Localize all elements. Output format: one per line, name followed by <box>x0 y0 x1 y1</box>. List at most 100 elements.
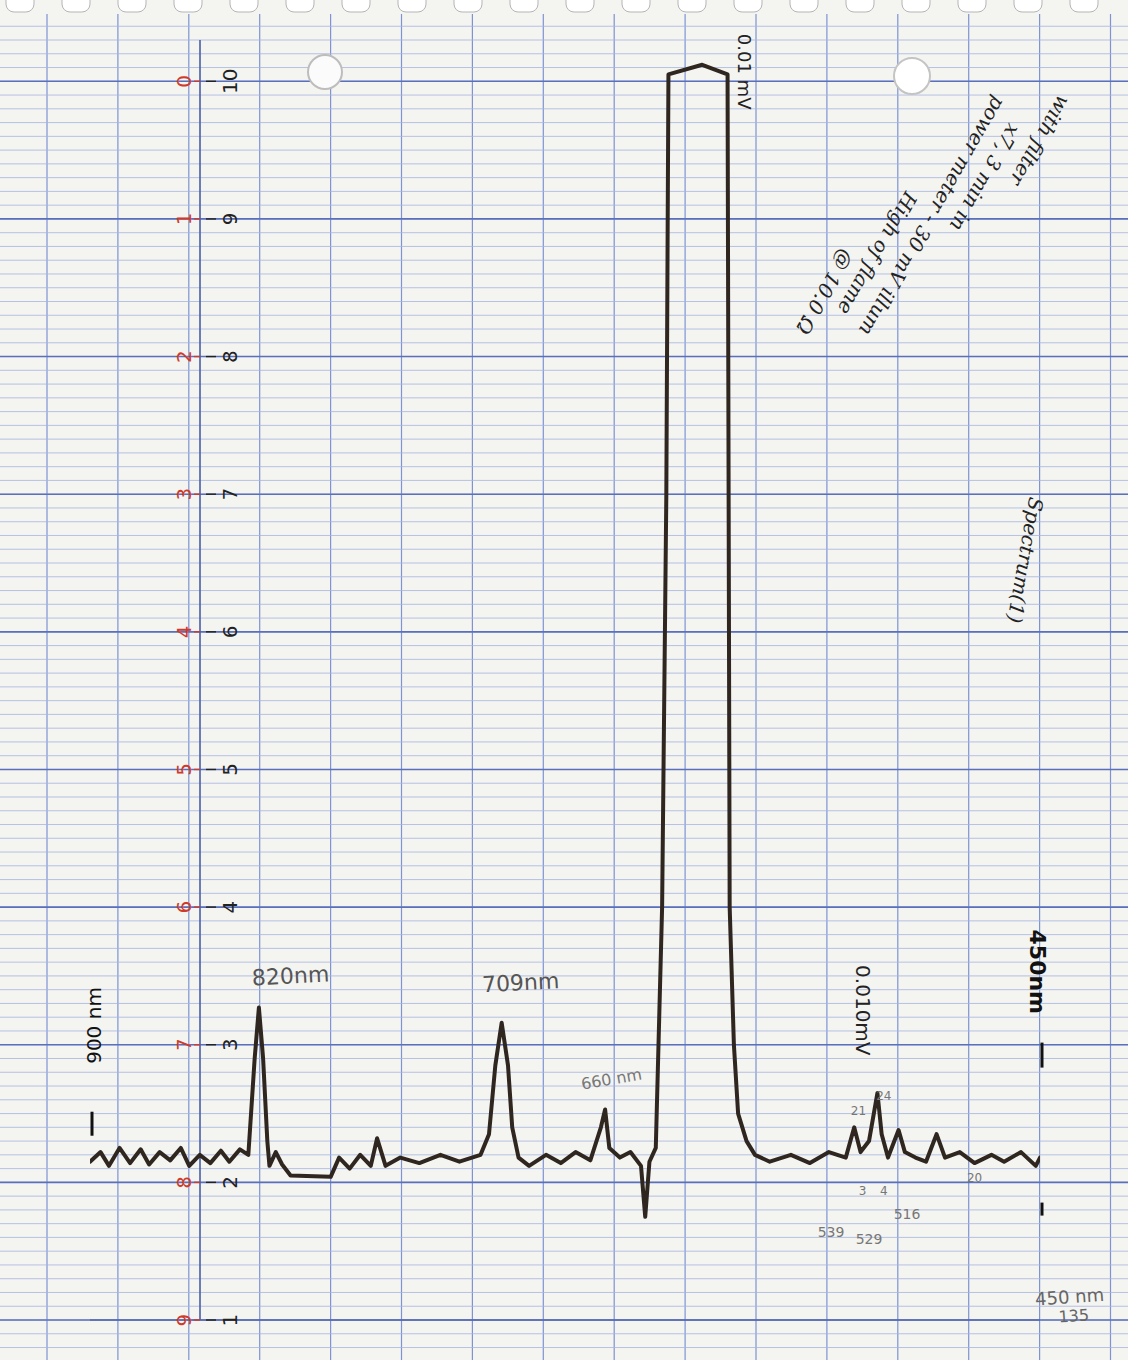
annotation: 20 <box>967 1171 982 1185</box>
grid-line <box>0 906 1128 908</box>
paper-grid-minor <box>0 975 1128 976</box>
paper-grid-minor <box>0 1196 1128 1197</box>
paper-grid-minor <box>0 342 1128 343</box>
paper-grid-minor <box>0 1292 1128 1293</box>
paper-grid-minor <box>0 549 1128 550</box>
paper-grid-minor <box>0 1333 1128 1334</box>
paper-grid-minor <box>0 1044 1128 1045</box>
paper-grid-minor <box>0 563 1128 564</box>
range-end-marker <box>1041 1203 1044 1216</box>
annotation: Spectrum(1) <box>1002 495 1048 625</box>
paper-grid-minor <box>0 728 1128 729</box>
paper-grid-minor <box>0 755 1128 756</box>
y-axis-line <box>199 40 201 1320</box>
paper-grid-minor <box>0 686 1128 687</box>
paper-grid-minor <box>0 329 1128 330</box>
paper-grid-minor <box>0 618 1128 619</box>
paper-grid-minor <box>0 356 1128 357</box>
plot-area <box>90 65 1040 1217</box>
y-tick-label: 6 <box>218 625 242 638</box>
paper-grid-minor <box>0 1017 1128 1018</box>
paper-grid-minor <box>0 439 1128 440</box>
annotation: 516 <box>894 1206 921 1222</box>
paper-grid-minor <box>0 576 1128 577</box>
paper-grid-minor <box>0 507 1128 508</box>
paper-grid-minor <box>0 287 1128 288</box>
paper-grid-minor <box>0 136 1128 137</box>
paper-grid-minor <box>0 1058 1128 1059</box>
paper-grid-minor <box>0 893 1128 894</box>
sprocket-hole <box>902 0 930 12</box>
grid-line <box>0 769 1128 771</box>
paper-grid-minor <box>0 1320 1128 1321</box>
paper-grid-minor <box>0 480 1128 481</box>
grid <box>0 14 1128 1360</box>
sprocket-hole <box>790 0 818 12</box>
paper-grid-minor <box>0 948 1128 949</box>
paper-grid-minor <box>0 81 1128 82</box>
paper-grid-minor <box>0 26 1128 27</box>
paper-grid-minor <box>0 673 1128 674</box>
y2-tick-label: 9 <box>172 1314 196 1327</box>
annotation: 135 <box>1058 1305 1090 1326</box>
paper-grid-minor <box>0 1182 1128 1183</box>
y-tick-label: 10 <box>218 69 242 94</box>
paper-grid-minor <box>0 1030 1128 1031</box>
y2-tick-label: 4 <box>172 625 196 638</box>
paper-grid-minor <box>0 1127 1128 1128</box>
y2-tick-label: 1 <box>172 213 196 226</box>
y-tick-label: 9 <box>218 213 242 226</box>
paper-grid-minor <box>0 1099 1128 1100</box>
paper-grid-minor <box>0 824 1128 825</box>
y-tick <box>206 218 216 219</box>
paper-grid-minor <box>0 631 1128 632</box>
paper-grid-minor <box>0 865 1128 866</box>
paper-grid-minor <box>0 1278 1128 1279</box>
paper-grid-minor <box>0 714 1128 715</box>
paper-grid-minor <box>0 466 1128 467</box>
paper-grid-minor <box>0 95 1128 96</box>
paper-grid-minor <box>0 1072 1128 1073</box>
paper-grid-minor <box>0 67 1128 68</box>
grid-line <box>0 80 1128 82</box>
punch-hole <box>894 58 930 94</box>
sprocket-hole <box>230 0 258 12</box>
y-tick-label: 2 <box>218 1176 242 1189</box>
y-tick <box>206 81 216 82</box>
paper-grid-minor <box>0 590 1128 591</box>
paper-grid-minor <box>0 783 1128 784</box>
sprocket-hole <box>62 0 90 12</box>
paper-grid-minor <box>0 122 1128 123</box>
paper-grid-minor <box>0 741 1128 742</box>
chart-paper: 123456789100123456789900 nm820nm709nm660… <box>0 0 1128 1360</box>
paper-grid-minor <box>0 1003 1128 1004</box>
paper-grid-minor <box>0 246 1128 247</box>
y-tick-label: 5 <box>218 763 242 776</box>
paper-grid-minor <box>0 1347 1128 1348</box>
range-start-marker <box>91 1112 94 1136</box>
annotation: 450nm <box>1025 930 1050 1015</box>
sprocket-hole <box>1014 0 1042 12</box>
y2-tick-label: 3 <box>172 488 196 501</box>
grid-line <box>0 1319 1128 1321</box>
paper-grid-minor <box>0 397 1128 398</box>
sprocket-hole <box>286 0 314 12</box>
paper-grid-minor <box>0 1141 1128 1142</box>
annotation: @ 10.0 Ω <box>791 245 859 338</box>
paper-grid-minor <box>0 920 1128 921</box>
grid-line <box>0 1044 1128 1046</box>
paper-grid-minor <box>0 810 1128 811</box>
grid-line <box>0 493 1128 495</box>
grid-line <box>0 631 1128 633</box>
paper-grid-minor <box>0 273 1128 274</box>
sprocket-hole <box>958 0 986 12</box>
sprocket-hole <box>174 0 202 12</box>
annotation: 709nm <box>481 968 560 997</box>
y2-tick-label: 5 <box>172 763 196 776</box>
y2-tick-label: 0 <box>172 75 196 88</box>
sprocket-hole <box>398 0 426 12</box>
sprocket-hole <box>6 0 34 12</box>
paper-grid-minor <box>0 1086 1128 1087</box>
paper-grid-minor <box>0 645 1128 646</box>
range-end-marker <box>1041 1043 1044 1068</box>
